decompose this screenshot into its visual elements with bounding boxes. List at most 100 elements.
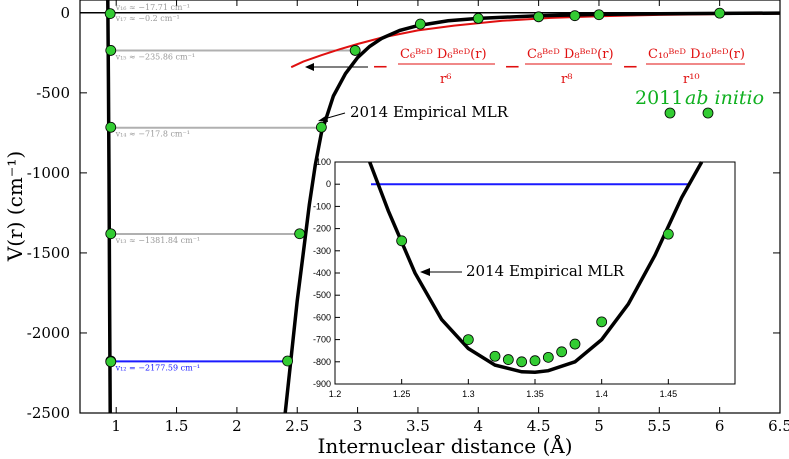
ab-initio-point	[533, 11, 545, 23]
inset-ab-initio-point	[489, 350, 501, 362]
x-tick-label: 3	[353, 417, 363, 435]
c8-numerator: C₈ᴮᵉᴰ D₈ᴮᵉᴰ(r)	[527, 47, 614, 62]
c10-denominator: r¹⁰	[683, 72, 700, 87]
inset-y-tick-label: -100	[313, 201, 331, 211]
x-tick-label: 5.5	[647, 417, 671, 435]
formula-minus-2: −	[504, 54, 521, 78]
x-tick-label: 3.5	[406, 417, 430, 435]
legend-marker-1	[664, 107, 676, 119]
inset-x-tick-label: 1.2	[329, 389, 342, 399]
y-tick-label: -2000	[27, 324, 70, 342]
mlr-annotation: 2014 Empirical MLR	[318, 103, 509, 122]
inset-x-tick-label: 1.3	[462, 389, 475, 399]
ab-initio-point	[714, 7, 726, 19]
legend-year: 2011	[635, 87, 683, 109]
c10-numerator: C₁₀ᴮᵉᴰ D₁₀ᴮᵉᴰ(r)	[648, 47, 745, 62]
mlr-curve-inner-wall	[106, 0, 112, 414]
formula-lead-minus: −	[372, 54, 389, 78]
inset-frame	[334, 161, 736, 385]
y-tick-label: 0	[60, 4, 70, 22]
inset-y-tick-label: 100	[316, 157, 331, 167]
inset-x-tick-label: 1.35	[526, 389, 544, 399]
x-tick-label: 4	[474, 417, 484, 435]
inset-y-tick-label: -200	[313, 224, 331, 234]
inset-ab-initio-point	[462, 334, 474, 346]
inset-mlr-curve	[368, 161, 704, 374]
inset-x-tick-label: 1.45	[660, 389, 678, 399]
ab-initio-point	[105, 45, 117, 56]
level-label: v₁₃ ≈ −1381.84 cm⁻¹	[115, 236, 201, 245]
y-axis-ticks: 0-500-1000-1500-2000-2500	[27, 4, 780, 422]
vibrational-levels: v₁₆ ≈ −17.71 cm⁻¹ v₁₇ ≈ −0.2 cm⁻¹ v₁₅ ≈ −2…	[110, 3, 354, 372]
ab-initio-points	[104, 7, 726, 368]
y-tick-label: -1000	[27, 164, 70, 182]
x-tick-label: 1	[111, 417, 121, 435]
inset-mlr-label: 2014 Empirical MLR	[466, 262, 625, 280]
x-tick-label: 6	[715, 417, 725, 435]
inset-y-tick-label: -900	[313, 379, 331, 389]
level-label: v₁₄ ≈ −717.8 cm⁻¹	[115, 130, 190, 139]
ab-initio-point	[294, 228, 306, 240]
ab-initio-point	[593, 9, 605, 21]
ab-initio-point	[105, 228, 117, 240]
mlr-label: 2014 Empirical MLR	[350, 103, 509, 121]
x-tick-label: 2	[232, 417, 242, 435]
c6-denominator: r⁶	[440, 72, 451, 87]
c8-denominator: r⁸	[561, 72, 572, 87]
inset-y-tick-label: 0	[326, 179, 331, 189]
inset-ab-initio-point	[502, 354, 514, 365]
inset-ab-initio-point	[556, 346, 568, 358]
level-label: v₁₂ = −2177.59 cm⁻¹	[115, 363, 201, 372]
ab-initio-point	[105, 121, 117, 133]
inset-y-tick-label: -500	[313, 290, 331, 300]
inset-ab-initio-point	[529, 355, 541, 367]
ab-initio-point	[472, 13, 484, 24]
y-tick-label: -2500	[27, 404, 70, 422]
ab-initio-point	[104, 8, 116, 20]
legend-text: ab initio	[685, 87, 764, 109]
inset-ab-initio-point	[662, 228, 674, 240]
legend-ab-initio: 2011 ab initio	[635, 87, 764, 119]
level-label: v₁₇ ≈ −0.2 cm⁻¹	[115, 14, 180, 23]
formula-minus-3: −	[622, 54, 639, 78]
x-axis-label: Internuclear distance (Å)	[318, 433, 573, 458]
x-tick-label: 5	[594, 417, 604, 435]
inset-ab-initio-point	[596, 316, 608, 328]
ab-initio-point	[315, 121, 327, 133]
inset-y-tick-label: -300	[313, 246, 331, 256]
inset-ab-initio-points	[396, 228, 674, 368]
inset-ab-initio-point	[516, 356, 528, 368]
y-tick-label: -1500	[27, 244, 70, 262]
inset-y-tick-label: -400	[313, 268, 331, 278]
inset-x-tick-label: 1.25	[393, 389, 411, 399]
y-axis-label: V(r) (cm⁻¹)	[3, 151, 27, 262]
level-label: v₁₆ ≈ −17.71 cm⁻¹	[115, 3, 190, 12]
inset-y-tick-label: -600	[313, 312, 331, 322]
legend-marker-2	[702, 107, 714, 119]
x-tick-label: 6.5	[768, 417, 789, 435]
ab-initio-point	[282, 355, 293, 367]
ab-initio-point	[349, 45, 361, 56]
inset-y-ticks: 100 0 -100 -200 -300 -400 -500 -600 -700 -800 -900	[313, 157, 340, 389]
c6-numerator: C₆ᴮᵉᴰ D₆ᴮᵉᴰ(r)	[400, 47, 487, 62]
x-tick-label: 1.5	[165, 417, 189, 435]
ab-initio-point	[105, 356, 117, 368]
inset-y-tick-label: -700	[313, 335, 331, 345]
inset-chart: 1.2 1.25 1.3 1.35 1.4 1.45 100 0 -100 -200 -300 -4…	[313, 157, 736, 399]
inset-ab-initio-point	[569, 338, 581, 350]
ab-initio-point	[569, 10, 581, 22]
y-tick-label: -500	[36, 84, 70, 102]
plot-frame	[79, 0, 781, 414]
inset-ab-initio-point	[542, 351, 554, 363]
x-axis-ticks: 1 1.5 2 2.5 3 3.5 4 4.5 5 5.5 6 6.5	[111, 0, 789, 435]
x-tick-label: 2.5	[285, 417, 309, 435]
inset-ab-initio-point	[396, 235, 408, 247]
level-label: v₁₅ ≈ −235.86 cm⁻¹	[115, 53, 195, 62]
x-tick-label: 4.5	[527, 417, 551, 435]
inset-y-tick-label: -800	[313, 357, 331, 367]
inset-x-tick-label: 1.4	[595, 389, 608, 399]
ab-initio-point	[414, 18, 426, 30]
inset-x-ticks: 1.2 1.25 1.3 1.35 1.4 1.45	[329, 379, 677, 399]
formula-annotation: − C₆ᴮᵉᴰ D₆ᴮᵉᴰ(r) r⁶ − C₈ᴮᵉᴰ D₈ᴮᵉᴰ(r) r⁸ …	[305, 47, 745, 87]
